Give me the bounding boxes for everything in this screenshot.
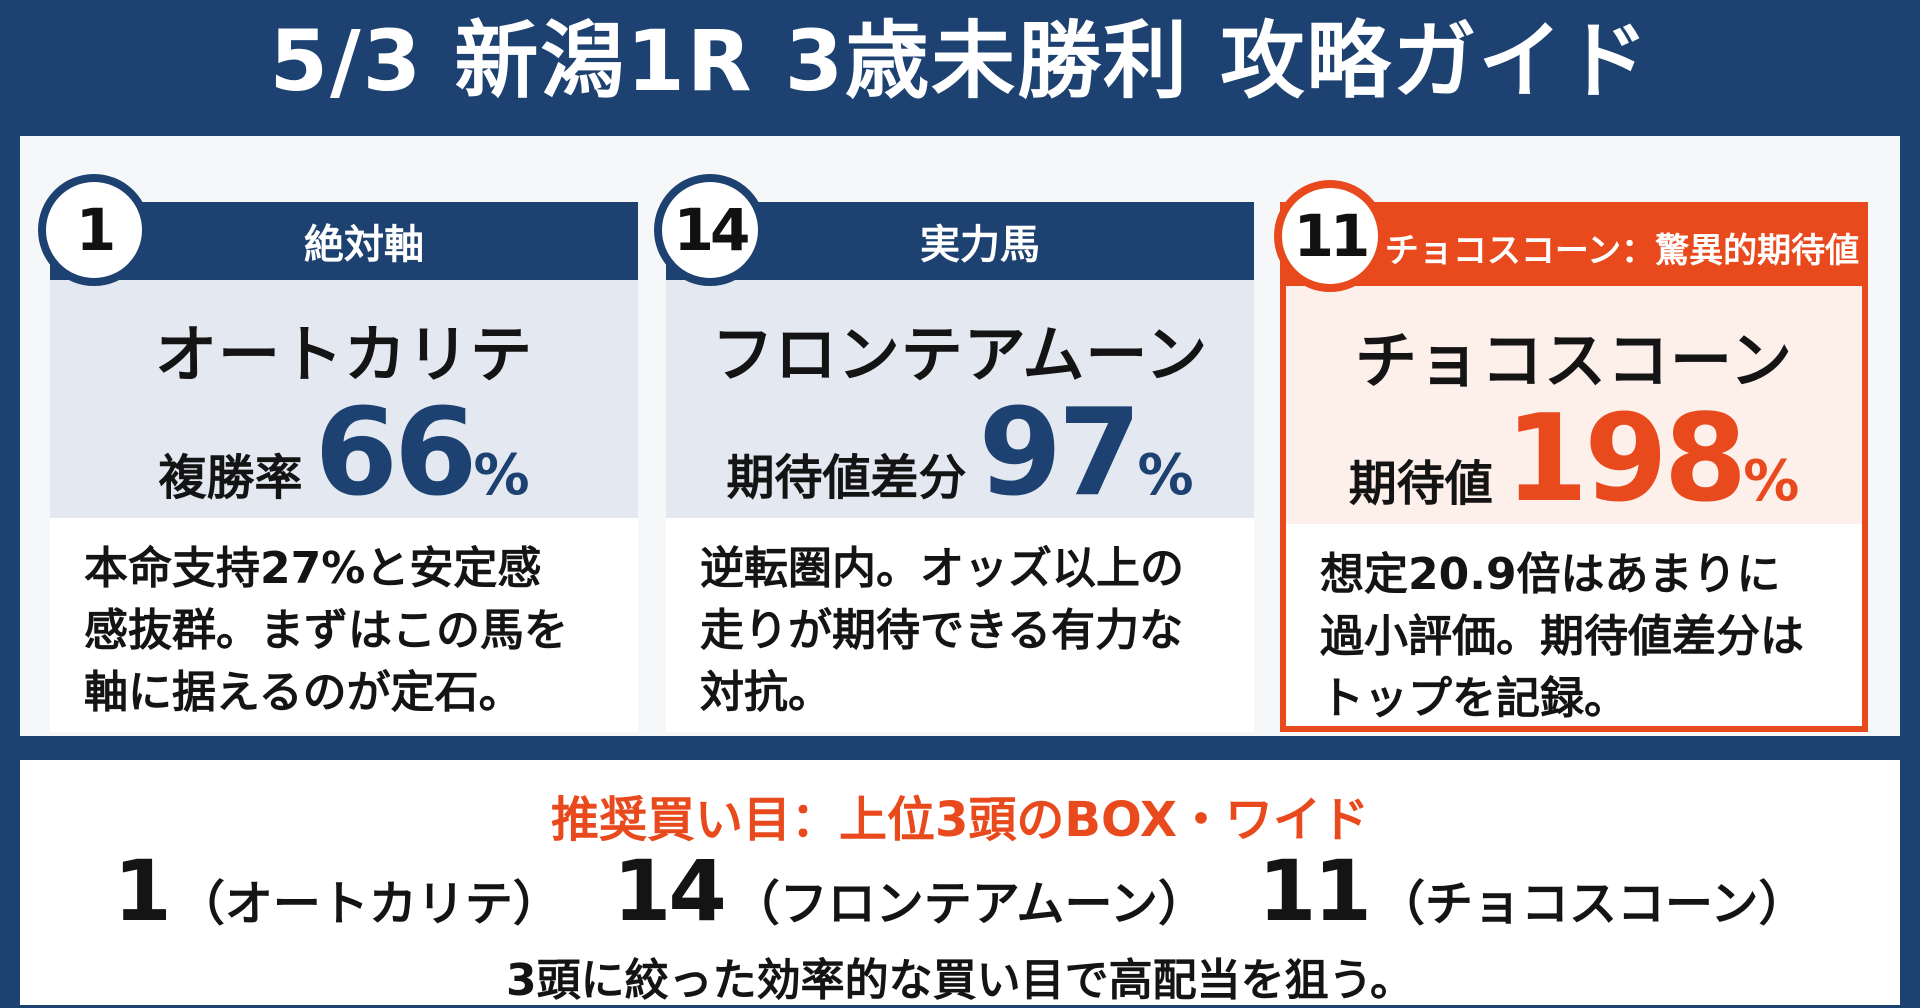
horse-name: チョコスコーン bbox=[1355, 324, 1793, 397]
pick-item: 1 （オートカリテ） bbox=[113, 842, 560, 940]
pick-name: （チョコスコーン） bbox=[1376, 876, 1807, 932]
recommendation-heading: 推奨買い目：上位3頭のBOX・ワイド bbox=[550, 792, 1370, 848]
description-line: 対抗。 bbox=[700, 667, 832, 718]
pick-number: 14 bbox=[612, 842, 727, 940]
stat-label: 複勝率 bbox=[158, 450, 303, 506]
stat-block: 期待値差分 97 % bbox=[666, 394, 1254, 514]
stat-value: 198 bbox=[1504, 390, 1747, 529]
horse-card-1: 絶対軸 1 オートカリテ 複勝率 66 % 本命支持27%と安定感 感抜群。まず… bbox=[38, 174, 638, 732]
description-line: 本命支持27%と安定感 bbox=[84, 543, 542, 594]
horse-number-badge: 11 bbox=[1274, 180, 1386, 292]
horse-card-11: チョコスコーン：驚異的期待値 11 チョコスコーン 期待値 198 % 想定20… bbox=[1274, 180, 1868, 732]
horse-number-badge: 14 bbox=[654, 174, 766, 286]
page-title: 5/3 新潟1R 3歳未勝利 攻略ガイド bbox=[269, 11, 1651, 110]
pick-item: 11 （チョコスコーン） bbox=[1258, 842, 1807, 940]
horse-number-badge: 1 bbox=[38, 174, 150, 286]
stat-value: 66 bbox=[314, 384, 477, 523]
description-line: 想定20.9倍はあまりに bbox=[1320, 549, 1781, 600]
pick-number: 11 bbox=[1258, 842, 1372, 940]
description-line: 軸に据えるのが定石。 bbox=[84, 667, 523, 718]
pick-name: （オートカリテ） bbox=[176, 876, 561, 932]
pick-number: 1 bbox=[113, 842, 171, 940]
stat-block: 複勝率 66 % bbox=[50, 394, 638, 514]
stat-value: 97 bbox=[978, 384, 1141, 523]
stat-unit: % bbox=[1137, 443, 1194, 508]
horse-name: オートカリテ bbox=[154, 318, 533, 391]
stat-block: 期待値 198 % bbox=[1286, 400, 1862, 520]
description-line: トップを記録。 bbox=[1320, 673, 1628, 724]
stat-unit: % bbox=[473, 443, 530, 508]
pick-item: 14 （フロンテアムーン） bbox=[613, 842, 1206, 940]
stat-unit: % bbox=[1743, 449, 1800, 514]
card-description: 想定20.9倍はあまりに 過小評価。期待値差分は トップを記録。 bbox=[1320, 544, 1850, 730]
card-description: 本命支持27%と安定感 感抜群。まずはこの馬を 軸に据えるのが定石。 bbox=[84, 538, 614, 724]
horse-name: フロンテアムーン bbox=[711, 318, 1209, 391]
recommendation-panel: 推奨買い目：上位3頭のBOX・ワイド 1 （オートカリテ） 14 （フロンテアム… bbox=[20, 760, 1900, 1006]
card-description: 逆転圏内。オッズ以上の 走りが期待できる有力な 対抗。 bbox=[700, 538, 1230, 724]
description-line: 逆転圏内。オッズ以上の bbox=[700, 543, 1184, 594]
description-line: 感抜群。まずはこの馬を bbox=[84, 605, 568, 656]
horse-card-14: 実力馬 14 フロンテアムーン 期待値差分 97 % 逆転圏内。オッズ以上の 走… bbox=[654, 174, 1254, 732]
description-line: 過小評価。期待値差分は bbox=[1320, 611, 1804, 662]
recommended-picks: 1 （オートカリテ） 14 （フロンテアムーン） 11 （チョコスコーン） bbox=[20, 842, 1900, 942]
description-line: 走りが期待できる有力な bbox=[700, 605, 1184, 656]
pick-name: （フロンテアムーン） bbox=[731, 876, 1207, 932]
stat-label: 期待値差分 bbox=[726, 450, 967, 506]
recommendation-note: 3頭に絞った効率的な買い目で高配当を狙う。 bbox=[506, 955, 1414, 1006]
stat-label: 期待値 bbox=[1348, 456, 1493, 512]
